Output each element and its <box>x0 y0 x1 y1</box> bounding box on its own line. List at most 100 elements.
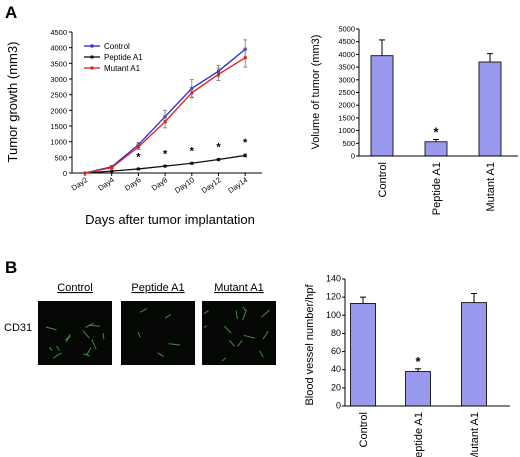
y-tick-label: 500 <box>54 153 67 162</box>
bar-peptide-a1 <box>424 141 448 157</box>
y-tick-label: 5000 <box>338 25 355 34</box>
micrograph-image <box>121 301 195 365</box>
y-tick-label: 3500 <box>50 59 67 68</box>
y-tick-label: 20 <box>331 382 341 392</box>
vessel-stain <box>168 343 181 346</box>
y-tick-label: 4500 <box>50 28 67 37</box>
line-chart-annotations: * * * * * <box>136 137 248 163</box>
vessel-stain <box>91 339 97 350</box>
vessel-stain <box>203 325 208 329</box>
micrograph-row: Control Peptide A1 Mutant A1 <box>38 282 276 365</box>
vessel-stain <box>82 330 90 339</box>
x-tick-label: Day6 <box>123 175 143 192</box>
y-tick-label: 4000 <box>338 50 355 59</box>
vessel-stain <box>259 350 264 358</box>
vessel-stain <box>235 310 238 320</box>
data-point <box>243 56 247 60</box>
y-tick-label: 1000 <box>338 126 355 135</box>
vessel-stain <box>65 333 71 343</box>
bar-control <box>350 302 376 407</box>
data-point <box>136 167 140 171</box>
y-tick-label: 80 <box>331 328 341 338</box>
vessel-stain <box>262 330 269 340</box>
legend-swatch-marker <box>90 55 94 59</box>
y-tick-label: 2000 <box>338 101 355 110</box>
x-tick-label: Day2 <box>70 175 90 192</box>
data-point <box>190 91 194 95</box>
blood-vessel-bar-chart: 0 20 40 60 80 100 120 140 Control Peptide A1 Muta… <box>304 274 510 457</box>
vessel-stain <box>56 345 60 352</box>
y-tick-label: 3000 <box>50 75 67 84</box>
y-tick-label: 120 <box>326 292 341 302</box>
data-point <box>163 120 167 124</box>
vessel-stain <box>223 325 232 334</box>
line-chart-x-ticks: Day2 Day4 Day6 Day8 Day10 Day12 Day14 <box>70 173 249 195</box>
significance-asterisk: * <box>216 141 221 153</box>
line-chart-axes <box>71 32 262 174</box>
y-tick-label: 0 <box>63 169 67 178</box>
data-point <box>190 161 194 165</box>
cd31-row-label: CD31 <box>4 322 32 334</box>
vessel-stain <box>243 334 256 339</box>
data-point <box>83 171 87 175</box>
tumor-growth-line-chart: 0 500 1000 1500 2000 2500 3000 3500 4000 4500 Day… <box>5 28 262 227</box>
x-category-label: Control <box>358 412 370 447</box>
vessel-stain <box>203 310 209 315</box>
significance-asterisk: * <box>433 124 439 139</box>
volume-y-title: Volume of tumor (mm3) <box>310 35 322 150</box>
vessel-x-ticks: Control Peptide A1 Mutant A1 <box>358 412 481 457</box>
y-tick-label: 2500 <box>338 88 355 97</box>
vessel-stain <box>52 352 62 359</box>
vessel-annotations: * <box>415 354 421 369</box>
vessel-bars <box>350 293 487 407</box>
vessel-stain <box>242 306 247 312</box>
vessel-stain <box>242 309 247 320</box>
vessel-stain <box>157 352 164 357</box>
line-chart-x-title: Days after tumor implantation <box>85 212 255 227</box>
y-tick-label: 0 <box>351 152 355 161</box>
y-tick-label: 100 <box>326 310 341 320</box>
legend-label: Control <box>104 42 130 51</box>
x-tick-label: Day10 <box>173 175 196 195</box>
vessel-stain <box>229 339 236 347</box>
vessel-stain <box>45 326 57 331</box>
bar-control <box>370 55 394 157</box>
y-tick-label: 40 <box>331 364 341 374</box>
y-tick-label: 1000 <box>50 138 67 147</box>
significance-asterisk: * <box>243 137 248 149</box>
y-tick-label: 1500 <box>338 113 355 122</box>
x-category-label: Peptide A1 <box>431 162 443 215</box>
vessel-stain <box>137 331 141 338</box>
micrograph-image <box>38 301 112 365</box>
y-tick-label: 1500 <box>50 122 67 131</box>
volume-x-ticks: Control Peptide A1 Mutant A1 <box>377 162 497 215</box>
y-tick-label: 60 <box>331 346 341 356</box>
line-chart-legend: Control Peptide A1 Mutant A1 <box>84 42 143 73</box>
vessel-stain <box>86 347 92 356</box>
x-tick-label: Day8 <box>150 175 170 192</box>
volume-annotations: * <box>433 124 439 139</box>
legend-label: Peptide A1 <box>104 53 143 62</box>
vessel-stain <box>237 339 243 347</box>
data-point <box>243 153 247 157</box>
x-category-label: Mutant A1 <box>469 412 481 457</box>
data-point <box>163 164 167 168</box>
data-point <box>217 72 220 76</box>
significance-asterisk: * <box>136 151 141 163</box>
tumor-volume-bar-chart: 0 500 1000 1500 2000 2500 3000 3500 4000 4500 5000… <box>310 25 518 215</box>
vessel-stain <box>102 332 105 340</box>
volume-bars <box>370 39 502 157</box>
data-point <box>110 169 114 173</box>
panel-a-label: A <box>5 3 17 22</box>
y-tick-label: 2500 <box>50 91 67 100</box>
x-category-label: Mutant A1 <box>485 162 497 212</box>
bar-peptide-a1 <box>405 371 431 407</box>
bar-mutant-a1 <box>461 302 487 407</box>
volume-y-ticks: 0 500 1000 1500 2000 2500 3000 3500 4000 4500 5000 <box>338 25 359 161</box>
vessel-stain <box>221 357 226 362</box>
panel-b-label: B <box>5 258 17 277</box>
line-chart-series <box>83 39 248 175</box>
y-tick-label: 3000 <box>338 75 355 84</box>
vessel-stain <box>261 309 270 318</box>
